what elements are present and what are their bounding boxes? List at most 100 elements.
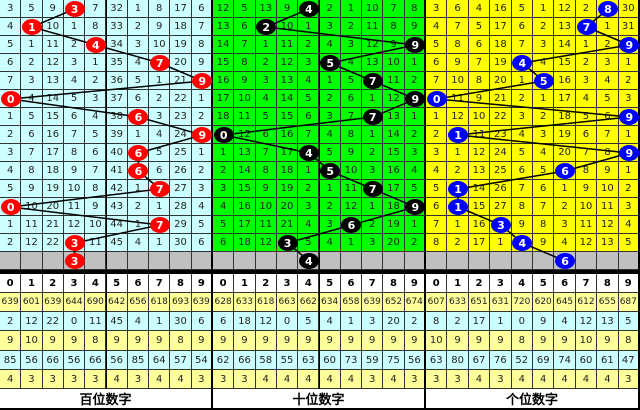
- stat-cell: 620: [533, 293, 555, 312]
- stat-cell: 76: [490, 351, 512, 370]
- grid-cell: 3: [618, 198, 640, 216]
- digit-header: 1: [21, 274, 43, 293]
- grid-cell: 3: [597, 54, 619, 72]
- grid-cell: 5: [234, 0, 256, 18]
- grid-cell: 4: [63, 72, 86, 90]
- digit-header: 7: [362, 274, 384, 293]
- stat-cell: 2: [447, 312, 469, 331]
- stat-cell: 75: [383, 351, 405, 370]
- grid-cell: 1: [618, 54, 640, 72]
- hit-ball: 1: [448, 127, 469, 143]
- grid-cell: 11: [340, 180, 363, 198]
- grid-cell: 21: [170, 72, 192, 90]
- grid-cell: 1: [298, 162, 320, 180]
- stat-cell: 4: [554, 312, 576, 331]
- stat-cell: 9: [0, 331, 22, 351]
- grid-cell: 25: [170, 144, 192, 162]
- grid-cell: 29: [170, 216, 192, 234]
- digit-header: 8: [170, 274, 192, 293]
- grid-cell: 12: [447, 108, 469, 126]
- stat-cell: 4: [319, 312, 341, 331]
- grid-cell: 5: [298, 90, 320, 108]
- grid-cell: 16: [42, 126, 64, 144]
- grid-cell: 2: [0, 126, 22, 144]
- grid-cell: 12: [213, 0, 235, 18]
- grid-cell: 18: [170, 18, 192, 36]
- grid-cell: 9: [276, 0, 299, 18]
- stat-cell: 0: [276, 312, 299, 331]
- stat-cell: 652: [383, 293, 405, 312]
- gray-cell: [533, 252, 555, 270]
- grid-cell: 1: [127, 0, 150, 18]
- digit-header: 4: [511, 274, 533, 293]
- grid-cell: 13: [468, 162, 491, 180]
- grid-cell: 3: [213, 180, 235, 198]
- grid-cell: 30: [618, 0, 640, 18]
- digit-header: 6: [340, 274, 363, 293]
- grid-cell: 5: [597, 90, 619, 108]
- grid-cell: 6: [575, 126, 598, 144]
- grid-cell: 1: [127, 216, 150, 234]
- grid-cell: 3: [319, 108, 341, 126]
- grid-cell: 12: [234, 126, 256, 144]
- grid-cell: 11: [383, 72, 405, 90]
- grid-cell: 1: [213, 144, 235, 162]
- stat-cell: 3: [127, 370, 150, 389]
- digit-header: 7: [149, 274, 171, 293]
- stat-cell: 12: [575, 312, 598, 331]
- grid-cell: 3: [554, 216, 576, 234]
- grid-cell: 5: [0, 180, 22, 198]
- grid-cell: 16: [213, 72, 235, 90]
- grid-cell: 44: [106, 216, 128, 234]
- stat-cell: 62: [213, 351, 235, 370]
- grid-cell: 20: [490, 72, 512, 90]
- stat-cell: 628: [213, 293, 235, 312]
- stat-cell: 17: [468, 312, 491, 331]
- grid-cell: 4: [340, 54, 363, 72]
- grid-cell: 2: [127, 198, 150, 216]
- next-ball: 6: [555, 253, 576, 269]
- grid-cell: 5: [533, 162, 555, 180]
- grid-cell: 13: [255, 0, 277, 18]
- digit-header: 5: [533, 274, 555, 293]
- stat-cell: 9: [383, 331, 405, 351]
- stat-cell: 662: [298, 293, 320, 312]
- grid-cell: 6: [447, 0, 469, 18]
- grid-cell: 11: [21, 216, 43, 234]
- hit-ball: 7: [362, 181, 383, 197]
- grid-cell: 12: [21, 234, 43, 252]
- grid-cell: 8: [191, 36, 213, 54]
- stat-cell: 4: [106, 370, 128, 389]
- stat-cell: 639: [42, 293, 64, 312]
- grid-cell: 36: [106, 72, 128, 90]
- grid-cell: 1: [511, 72, 533, 90]
- grid-cell: 4: [319, 234, 341, 252]
- grid-cell: 7: [0, 72, 22, 90]
- grid-cell: 22: [490, 108, 512, 126]
- stat-cell: 9: [447, 331, 469, 351]
- stat-cell: 56: [21, 351, 43, 370]
- stat-cell: 54: [191, 351, 213, 370]
- grid-cell: 7: [85, 162, 107, 180]
- grid-cell: 7: [447, 18, 469, 36]
- grid-cell: 7: [468, 54, 491, 72]
- grid-cell: 4: [213, 198, 235, 216]
- grid-cell: 2: [0, 234, 22, 252]
- grid-cell: 1: [149, 198, 171, 216]
- grid-cell: 3: [533, 36, 555, 54]
- hit-ball: 7: [362, 109, 383, 125]
- grid-cell: 11: [362, 18, 384, 36]
- stat-cell: 3: [213, 370, 235, 389]
- stat-cell: 642: [106, 293, 128, 312]
- grid-cell: 2: [85, 72, 107, 90]
- hit-ball: 7: [576, 19, 597, 35]
- grid-cell: 5: [340, 72, 363, 90]
- digit-header: 1: [447, 274, 469, 293]
- grid-cell: 10: [42, 18, 64, 36]
- grid-cell: 7: [426, 216, 448, 234]
- hit-ball: 0: [0, 199, 21, 215]
- grid-cell: 2: [319, 90, 341, 108]
- grid-cell: 1: [298, 18, 320, 36]
- stat-cell: 607: [426, 293, 448, 312]
- grid-cell: 3: [618, 90, 640, 108]
